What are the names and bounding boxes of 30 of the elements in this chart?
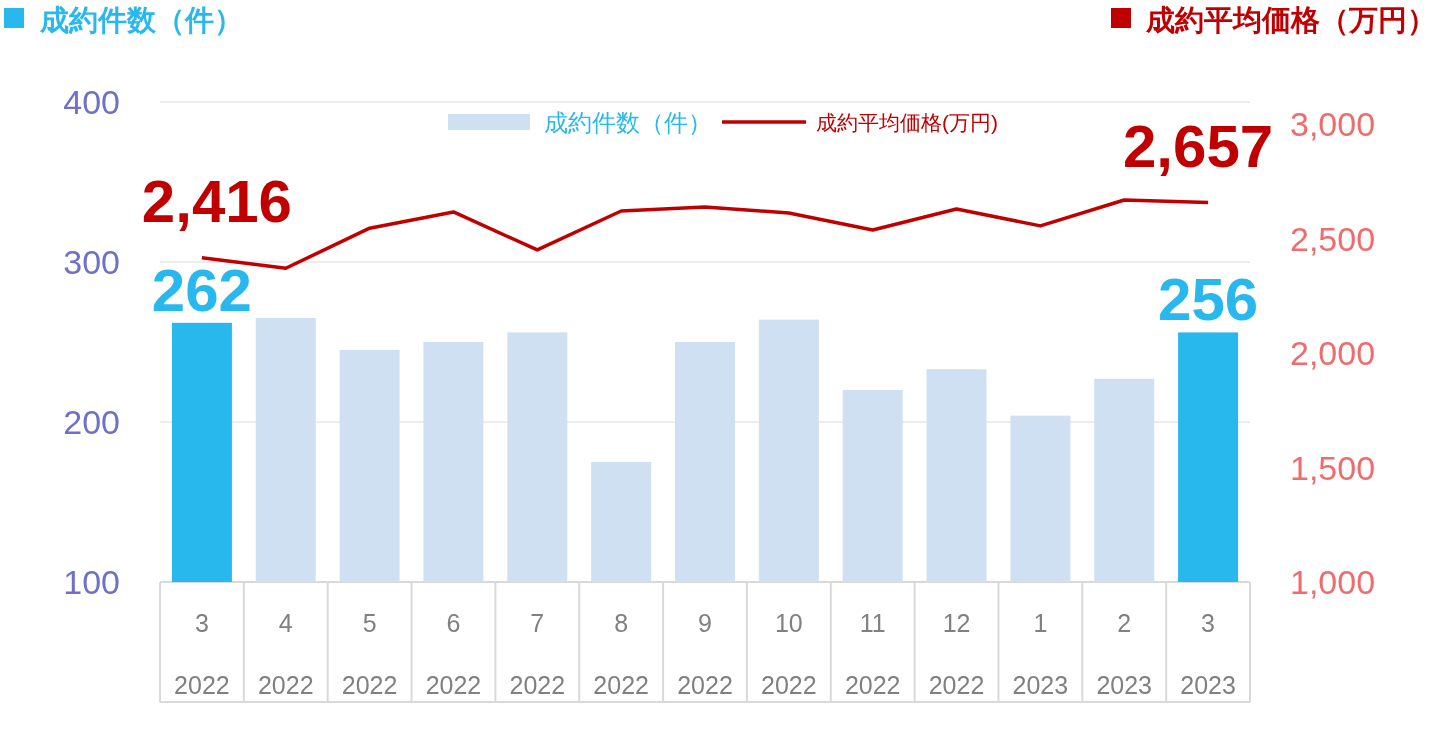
category-label: 5 2022 [341,609,398,699]
data-label: 256 [1158,266,1259,334]
category-label: 2 2023 [1096,609,1153,699]
category-label: 6 2022 [425,609,482,699]
y-tick-label: 300 [63,243,120,281]
category-label: 9 2022 [677,609,733,699]
category-label: 8 2022 [593,609,649,699]
category-label: 3 2022 [174,609,230,699]
category-label: 1 2023 [1012,609,1069,699]
y2-tick-label: 2,500 [1290,219,1376,258]
category-label: 12 2022 [928,609,985,699]
category-label: 11 2022 [844,609,901,699]
y2-tick-label: 3,000 [1290,105,1376,143]
category-label: 4 2022 [257,609,314,699]
y2-tick-label: 1,000 [1290,563,1376,601]
data-label: 2,416 [141,167,292,235]
y2-tick-label: 2,000 [1290,334,1376,372]
y-tick-label: 200 [63,403,120,441]
category-label: 3 2023 [1180,609,1236,699]
data-label: 2,657 [1123,112,1274,180]
y-tick-label: 100 [63,563,120,601]
data-label: 262 [151,256,252,324]
y-axis-title: 成約件数（件） [39,4,243,36]
legend-label: 成約件数（件） [544,109,712,136]
category-label: 10 2022 [761,609,817,699]
category-label: 7 2022 [509,609,566,699]
y2-axis-title: 成約平均価格（万円） [1145,4,1436,36]
y2-tick-label: 1,500 [1290,448,1376,487]
legend-label: 成約平均価格(万円) [816,111,998,134]
y-tick-label: 400 [63,83,120,121]
